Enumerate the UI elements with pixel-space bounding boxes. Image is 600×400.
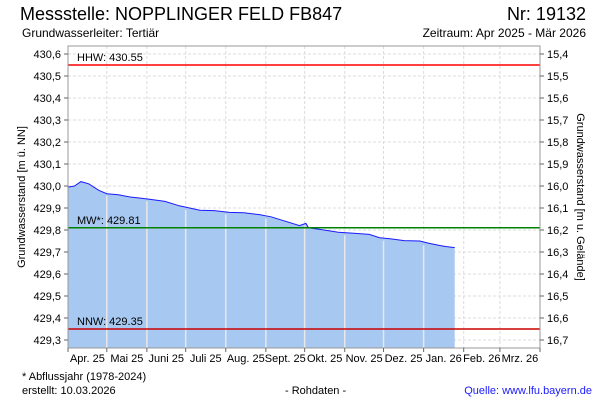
y2-tick-label: 16,1 — [547, 203, 568, 215]
y2-tick-label: 15,6 — [547, 93, 568, 105]
period-label: Zeitraum: Apr 2025 - Mär 2026 — [422, 26, 586, 40]
y-tick-label: 429,7 — [33, 247, 61, 259]
y2-tick-label: 16,7 — [547, 335, 568, 347]
reference-label-hhw: HHW: 430.55 — [77, 52, 143, 64]
y-tick-label: 429,4 — [33, 313, 61, 325]
y2-tick-label: 16,5 — [547, 291, 568, 303]
data-type: - Rohdaten - — [285, 385, 347, 397]
x-tick-label: Nov. 25 — [346, 353, 383, 365]
footnote: * Abflussjahr (1978-2024) — [22, 371, 147, 383]
plot-frame — [67, 45, 541, 349]
y-tick-label: 429,6 — [33, 269, 61, 281]
y-tick-label: 429,5 — [33, 291, 61, 303]
y2-tick-label: 16,0 — [547, 181, 568, 193]
x-tick-label: Mrz. 26 — [502, 353, 539, 365]
x-tick-label: Apr. 25 — [70, 353, 105, 365]
y-tick-label: 430,4 — [33, 93, 61, 105]
reference-label-mw: MW*: 429.81 — [77, 215, 141, 227]
x-tick-label: Dez. 25 — [385, 353, 423, 365]
y2-tick-label: 16,6 — [547, 313, 568, 325]
y-tick-label: 430,1 — [33, 159, 61, 171]
y-tick-label: 430,5 — [33, 71, 61, 83]
y2-tick-label: 16,2 — [547, 225, 568, 237]
station-number: Nr: 19132 — [506, 4, 586, 24]
y2-tick-label: 16,4 — [547, 269, 568, 281]
x-tick-label: Okt. 25 — [307, 353, 342, 365]
y-tick-label: 429,9 — [33, 203, 61, 215]
created-date: erstellt: 10.03.2026 — [22, 385, 116, 397]
y-tick-label: 430,2 — [33, 137, 61, 149]
y2-tick-label: 15,4 — [547, 49, 568, 61]
y2-tick-label: 15,8 — [547, 137, 568, 149]
x-tick-label: Mai 25 — [110, 353, 143, 365]
x-tick-label: Feb. 26 — [463, 353, 500, 365]
water-level-line — [67, 181, 455, 249]
y2-tick-label: 15,9 — [547, 159, 568, 171]
x-tick-label: Jan. 26 — [426, 353, 462, 365]
x-tick-label: Juni 25 — [149, 353, 184, 365]
x-tick-label: Sept. 25 — [265, 353, 306, 365]
y2-tick-label: 16,3 — [547, 247, 568, 259]
y2-axis-title: Grundwasserstand [m u. Gelände] — [574, 113, 586, 281]
water-level-area — [68, 181, 455, 348]
page-title: Messstelle: NOPPLINGER FELD FB847 — [20, 4, 343, 24]
reference-label-nnw: NNW: 429.35 — [77, 316, 143, 328]
x-tick-label: Aug. 25 — [227, 353, 265, 365]
y-tick-label: 430,0 — [33, 181, 61, 193]
y-tick-label: 430,3 — [33, 115, 61, 127]
y-axis-title: Grundwasserstand [m ü. NN] — [16, 126, 28, 268]
x-tick-label: Juli 25 — [190, 353, 222, 365]
y2-tick-label: 15,5 — [547, 71, 568, 83]
y2-tick-label: 15,7 — [547, 115, 568, 127]
y-tick-label: 430,6 — [33, 49, 61, 61]
source-link[interactable]: Quelle: www.lfu.bayern.de — [464, 385, 592, 397]
aquifer-label: Grundwasserleiter: Tertiär — [22, 26, 160, 40]
y-tick-label: 429,8 — [33, 225, 61, 237]
y-tick-label: 429,3 — [33, 335, 61, 347]
